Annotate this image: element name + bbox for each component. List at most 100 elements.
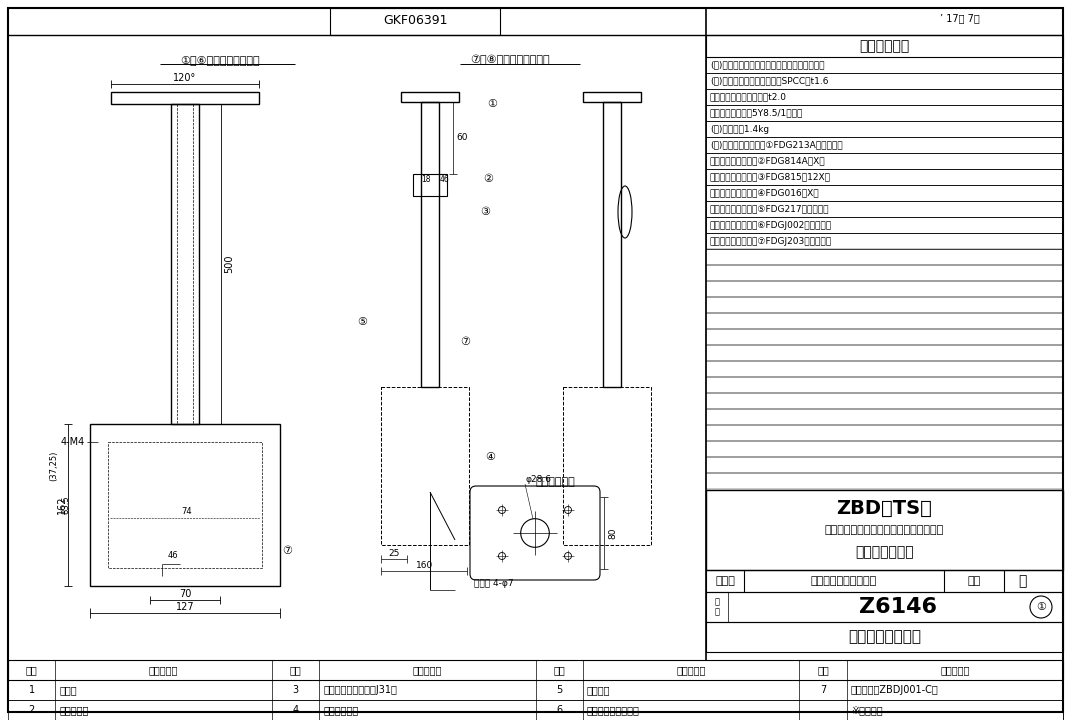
Text: 120°: 120° [174,73,197,83]
Text: 25: 25 [389,549,399,558]
Bar [706,233,1064,249]
Bar [706,57,1064,73]
Text: 70: 70 [179,589,192,599]
Bar [330,8,500,35]
Bar [706,137,1064,153]
Text: ④: ④ [485,452,495,462]
Text: 127: 127 [176,602,194,612]
Text: 名　　　称: 名 称 [940,665,969,675]
Bar [413,174,447,196]
Text: 図: 図 [714,598,720,606]
Bar [706,281,1064,297]
Text: 1: 1 [29,685,34,695]
Text: ①～⑥感知器使用の場合: ①～⑥感知器使用の場合 [180,55,260,65]
Text: 仕　　　　様: 仕 様 [859,39,909,53]
Text: ZBD－TS型: ZBD－TS型 [836,498,933,518]
Bar [7,700,1064,720]
Bar [706,345,1064,361]
Text: ⑦: ⑦ [461,337,470,347]
Text: 4: 4 [292,705,299,715]
Text: ⑥FDGJ002型シリーズ: ⑥FDGJ002型シリーズ [710,220,832,230]
Text: 能美防災株式会社: 能美防災株式会社 [848,629,921,644]
Text: 番号: 番号 [289,665,301,675]
Bar [706,185,1064,201]
Text: 名　　　称: 名 称 [149,665,178,675]
Bar [706,35,1064,57]
Bar [706,425,1064,441]
Text: ②: ② [483,174,493,184]
Text: 5: 5 [556,685,562,695]
Bar [706,490,1064,570]
Bar [706,249,1064,265]
Text: 160: 160 [417,561,434,570]
Text: 外　　観　　図: 外 観 図 [855,545,914,559]
Text: (４)接続可能感知器：①FDG213A型シリーズ: (４)接続可能感知器：①FDG213A型シリーズ [710,140,843,150]
Bar [706,297,1064,313]
Text: 番号: 番号 [26,665,37,675]
Bar [603,102,621,387]
Text: 74: 74 [182,508,193,516]
Text: 取付ボックス: 取付ボックス [323,705,359,715]
Bar [706,441,1064,457]
Text: φ28.6: φ28.6 [525,475,550,484]
Text: 目隠し板（ZBDJ001-C）: 目隠し板（ZBDJ001-C） [850,685,938,695]
Bar [706,457,1064,473]
Bar [706,592,728,622]
Text: (２)主材：（取付ボックス）SPCC　t1.6: (２)主材：（取付ボックス）SPCC t1.6 [710,76,829,86]
Text: 500: 500 [224,255,233,274]
Text: 名　　　称: 名 称 [677,665,706,675]
Bar [7,680,1064,700]
Bar [583,92,642,102]
Text: 4-M4: 4-M4 [61,437,85,447]
Bar [706,473,1064,489]
Text: 6: 6 [556,705,562,715]
Bar [108,442,262,568]
Bar [706,361,1064,377]
Text: 番号: 番号 [817,665,829,675]
Text: ／: ／ [1017,574,1026,588]
Text: 電線通過穴: 電線通過穴 [60,705,89,715]
Text: ※別手配品: ※別手配品 [850,705,883,715]
Text: 162: 162 [57,496,67,514]
Text: 番号: 番号 [554,665,565,675]
Bar [171,104,199,424]
Text: ⑤FDG217型シリーズ: ⑤FDG217型シリーズ [710,204,830,214]
Bar [706,265,1064,281]
Text: 取付穴 4-φ7: 取付穴 4-φ7 [474,579,514,588]
Text: 60: 60 [456,133,468,143]
Bar [381,387,469,545]
Text: ⑤: ⑤ [357,317,367,327]
Text: ⑦: ⑦ [282,546,292,556]
Text: ⑦，⑧感知器使用の場合: ⑦，⑧感知器使用の場合 [470,55,549,66]
Bar [706,121,1064,137]
Bar [706,570,1064,592]
Text: 46: 46 [168,552,178,560]
Text: 2: 2 [29,705,35,715]
Bar [401,92,459,102]
Bar [706,89,1064,105]
Text: ’ 17・ 7・: ’ 17・ 7・ [940,13,980,23]
Text: （天井板）鉄板　t2.0: （天井板）鉄板 t2.0 [710,92,787,102]
Bar [706,169,1064,185]
Text: GKF06391: GKF06391 [382,14,448,27]
Text: 第１技術部火報管理課: 第１技術部火報管理課 [811,576,877,586]
Bar [706,329,1064,345]
Text: Z6146: Z6146 [859,597,936,617]
Text: 80: 80 [608,527,617,539]
Text: ④FDG016－X型: ④FDG016－X型 [710,189,819,197]
Text: 18: 18 [421,176,431,184]
Text: 7: 7 [820,685,826,695]
Bar [706,377,1064,393]
Text: (１)種別：光電式分離型感知器用天井取付金具: (１)種別：光電式分離型感知器用天井取付金具 [710,60,825,70]
Bar [706,313,1064,329]
Bar [111,92,259,104]
Bar [706,105,1064,121]
Text: 天井板: 天井板 [60,685,77,695]
Text: 縮尺: 縮尺 [967,576,981,586]
Text: 番: 番 [714,608,720,616]
Text: ③FDG815－12X型: ③FDG815－12X型 [710,173,831,181]
Text: 接続パイプ（薄鈣びJ31）: 接続パイプ（薄鈣びJ31） [323,685,397,695]
Text: ①: ① [1036,602,1046,612]
Text: 天井板加工図: 天井板加工図 [536,477,575,487]
Bar [421,102,439,387]
